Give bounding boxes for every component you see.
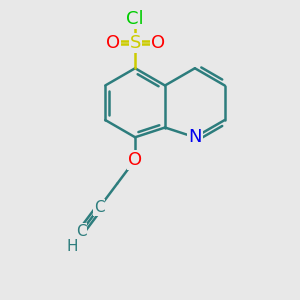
Text: H: H xyxy=(66,239,78,254)
Text: O: O xyxy=(106,34,120,52)
Text: C: C xyxy=(76,224,86,239)
Text: O: O xyxy=(128,151,142,169)
Text: Cl: Cl xyxy=(126,10,144,28)
Text: S: S xyxy=(129,34,141,52)
Text: N: N xyxy=(188,128,202,146)
Text: C: C xyxy=(94,200,104,215)
Text: O: O xyxy=(151,34,165,52)
